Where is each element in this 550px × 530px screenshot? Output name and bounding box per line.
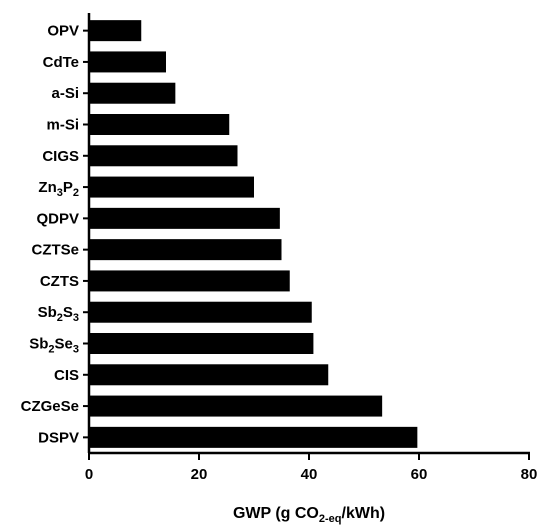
bar-13	[89, 426, 418, 448]
category-label: CZTSe	[31, 242, 79, 259]
bar-5	[89, 176, 254, 198]
bar-1	[89, 51, 166, 73]
x-tick-label: 0	[85, 466, 93, 483]
category-label: CZTS	[40, 273, 79, 290]
category-label: CIGS	[42, 148, 79, 165]
category-label: Sb2S3	[38, 304, 79, 324]
bar-10	[89, 333, 314, 354]
category-label: a-Si	[51, 85, 79, 102]
category-label: OPV	[47, 23, 79, 40]
bar-6	[89, 207, 280, 229]
bar-4	[89, 145, 238, 167]
category-label: DSPV	[38, 429, 79, 446]
bar-2	[89, 82, 176, 104]
x-tick-label: 60	[411, 466, 428, 483]
category-label: CIS	[54, 367, 79, 384]
bar-7	[89, 239, 282, 261]
category-label: m-Si	[46, 117, 79, 134]
category-label: CdTe	[43, 54, 79, 71]
category-label: CZGeSe	[21, 398, 79, 415]
bar-12	[89, 395, 383, 417]
x-tick-label: 80	[521, 466, 538, 483]
x-tick-label: 20	[191, 466, 208, 483]
category-label: Sb2Se3	[29, 336, 79, 356]
y-axis: OPV CdTe a-Si m-Si CIGS Zn3P2 QDPV CZTSe CZTS Sb2…	[21, 13, 91, 453]
bar-9	[89, 301, 312, 323]
x-axis-title: GWP (g CO2-eq/kWh)	[233, 505, 385, 525]
bars-group	[89, 20, 418, 448]
category-label: QDPV	[36, 210, 79, 227]
bar-8	[89, 270, 290, 292]
bar-3	[89, 114, 230, 135]
x-axis: 0 20 40 60 80	[85, 451, 538, 483]
category-label: Zn3P2	[38, 179, 79, 199]
x-tick-label: 40	[301, 466, 318, 483]
bar-0	[89, 20, 142, 42]
bar-11	[89, 364, 329, 386]
